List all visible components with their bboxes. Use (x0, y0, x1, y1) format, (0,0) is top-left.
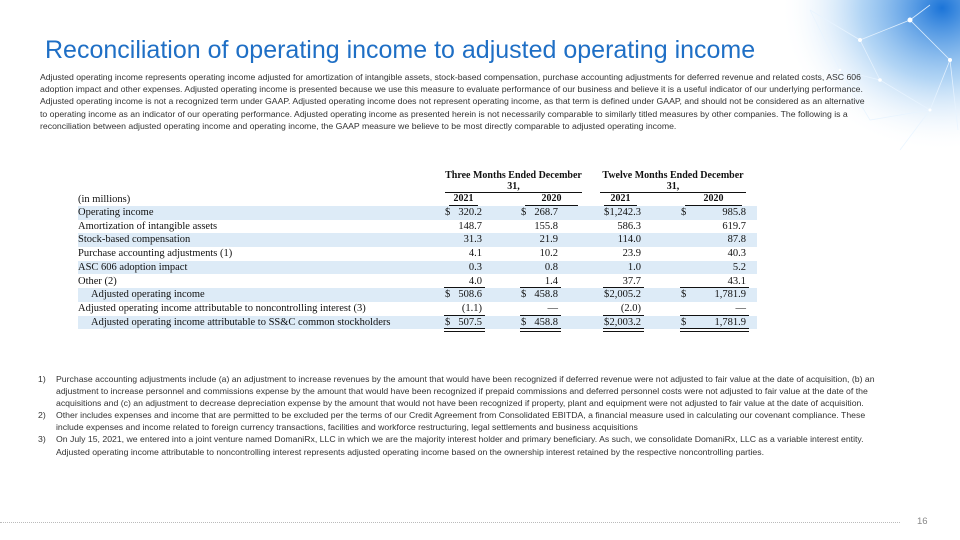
cell-value: 458.8 (534, 289, 558, 301)
cell-underline (444, 314, 485, 316)
footnote: 1) Purchase accounting adjustments includ… (38, 373, 888, 409)
cell-value: 1.4 (544, 275, 558, 287)
currency-sign: $ (521, 207, 527, 218)
currency-sign: $ (604, 207, 610, 218)
cell-underline (680, 287, 749, 289)
cell-value: 1,781.9 (714, 289, 747, 301)
table-row (78, 315, 757, 330)
footnote-marker: 3) (38, 434, 46, 445)
table-row (78, 260, 757, 275)
footer-rule (0, 522, 900, 523)
cell-value: 1.0 (627, 261, 641, 273)
cell-underline (520, 328, 561, 333)
cell-underline (520, 287, 561, 289)
cell-value: 21.9 (539, 234, 558, 246)
currency-sign: $ (681, 207, 687, 218)
cell-value: 508.6 (458, 289, 482, 301)
cell-underline (603, 287, 644, 289)
row-label: Operating income (78, 207, 154, 218)
currency-sign: $ (604, 289, 610, 301)
row-label: Stock-based compensation (78, 234, 191, 246)
currency-sign: $ (521, 316, 527, 328)
row-label: Amortization of intangible assets (78, 220, 218, 232)
intro-paragraph: Adjusted operating income represents ope… (40, 72, 865, 131)
cell-underline (603, 314, 644, 316)
cell-value: 4.0 (468, 275, 482, 287)
table-row (78, 206, 757, 220)
year-header: 2020 (525, 193, 578, 206)
cell-value: 1,242.3 (609, 207, 642, 218)
footnote-text: Purchase accounting adjustments include … (56, 374, 875, 409)
network-graphic (780, 0, 960, 160)
cell-value: 4.1 (468, 248, 482, 260)
cell-value: 0.3 (468, 261, 482, 273)
cell-underline (520, 314, 561, 316)
cell-value: 586.3 (617, 220, 641, 232)
table-row (78, 288, 757, 302)
cell-value: (1.1) (461, 302, 482, 314)
cell-value: 23.9 (622, 248, 641, 260)
cell-value: 87.8 (727, 234, 746, 246)
cell-value: 31.3 (463, 234, 482, 246)
cell-value: 2,003.2 (609, 316, 642, 328)
table-row (78, 233, 757, 248)
year-header: 2021 (449, 193, 478, 206)
cell-value: — (735, 302, 747, 314)
currency-sign: $ (445, 289, 451, 301)
cell-value: — (547, 302, 559, 314)
footnote: 3) On July 15, 2021, we entered into a jo… (38, 433, 888, 457)
column-group-header: Twelve Months Ended December 31, (600, 170, 746, 193)
column-group-header: Three Months Ended December 31, (445, 170, 582, 193)
cell-underline (680, 314, 749, 316)
cell-value: 1,781.9 (714, 316, 747, 328)
footnote: 2) Other includes expenses and income tha… (38, 409, 888, 433)
cell-value: 148.7 (458, 220, 482, 232)
cell-value: 5.2 (732, 261, 746, 273)
cell-underline (444, 287, 485, 289)
currency-sign: $ (604, 316, 610, 328)
footnote-marker: 2) (38, 410, 46, 421)
row-label: Adjusted operating income attributable t… (78, 302, 366, 314)
cell-value: 320.2 (458, 207, 482, 218)
row-label: Other (2) (78, 275, 117, 287)
unit-label: (in millions) (78, 194, 131, 205)
cell-value: 114.0 (617, 234, 641, 246)
cell-underline (603, 328, 644, 333)
cell-value: 985.8 (722, 207, 746, 218)
page-number: 16 (917, 516, 928, 527)
cell-value: 458.8 (534, 316, 558, 328)
cell-value: (2.0) (620, 302, 641, 314)
row-label: Adjusted operating income attributable t… (91, 316, 391, 328)
cell-value: 155.8 (534, 220, 558, 232)
currency-sign: $ (445, 207, 451, 218)
currency-sign: $ (521, 289, 527, 301)
cell-value: 0.8 (544, 261, 558, 273)
cell-underline (680, 328, 749, 333)
year-header: 2020 (685, 193, 742, 206)
footnote-text: On July 15, 2021, we entered into a join… (56, 434, 864, 457)
cell-value: 507.5 (458, 316, 482, 328)
cell-underline (444, 328, 485, 333)
footnote-marker: 1) (38, 374, 46, 384)
currency-sign: $ (681, 289, 687, 301)
year-header: 2021 (604, 193, 637, 206)
cell-value: 10.2 (539, 248, 558, 260)
row-label: Purchase accounting adjustments (1) (78, 248, 233, 260)
cell-value: 43.1 (727, 275, 746, 287)
cell-value: 268.7 (534, 207, 558, 218)
currency-sign: $ (445, 316, 451, 328)
footnotes: 1) Purchase accounting adjustments includ… (38, 373, 888, 458)
footnote-text: Other includes expenses and income that … (56, 410, 866, 433)
row-label: ASC 606 adoption impact (78, 261, 188, 273)
row-label: Adjusted operating income (91, 289, 205, 301)
currency-sign: $ (681, 316, 687, 328)
cell-value: 2,005.2 (609, 289, 642, 301)
cell-value: 37.7 (622, 275, 641, 287)
slide-title: Reconciliation of operating income to ad… (45, 36, 756, 64)
cell-value: 40.3 (727, 248, 746, 260)
cell-value: 619.7 (722, 220, 746, 232)
